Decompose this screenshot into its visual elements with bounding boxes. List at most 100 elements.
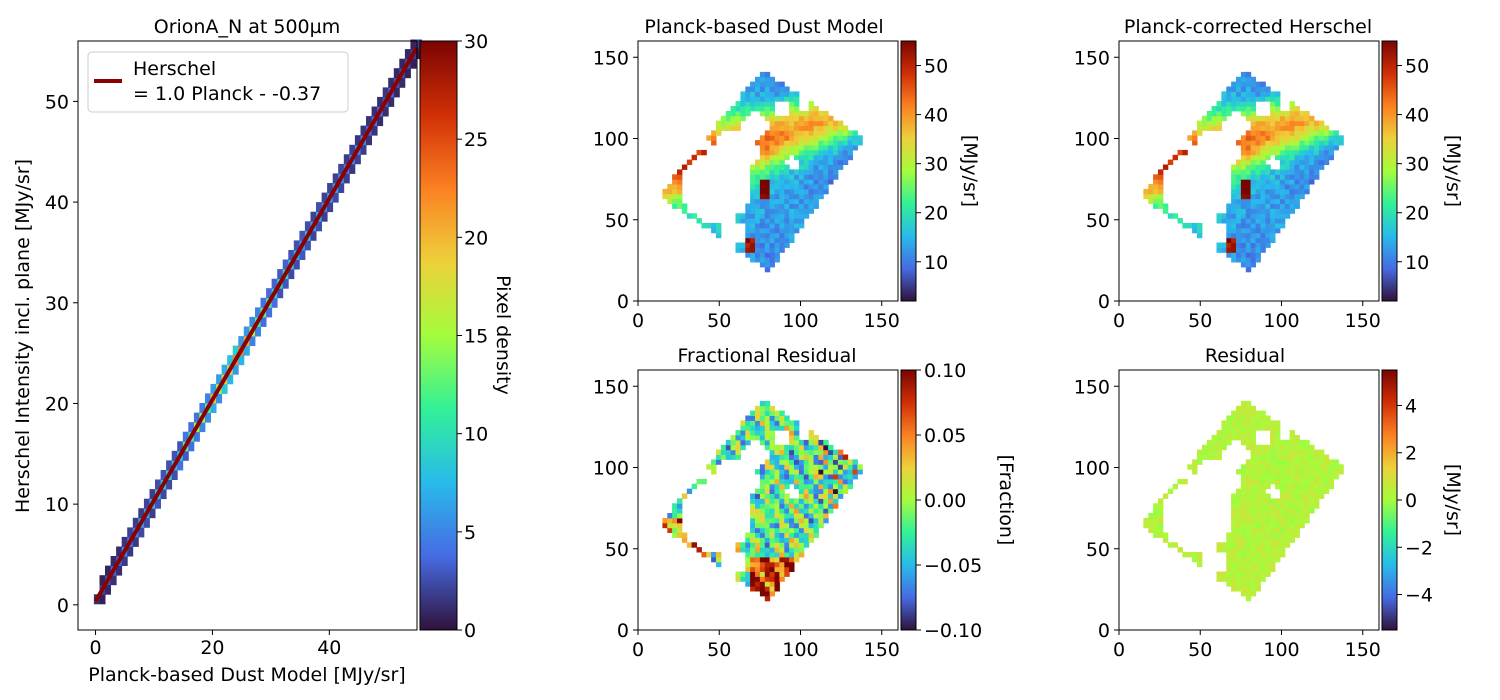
map-pixel <box>779 164 785 170</box>
y-tick-label: 150 <box>1074 47 1110 69</box>
map-pixel <box>1304 498 1310 504</box>
map-pixel <box>808 125 814 131</box>
map-pixel <box>1309 130 1315 136</box>
map-pixel <box>798 125 805 131</box>
map-pixel <box>1309 154 1315 161</box>
map-pixel <box>1260 193 1266 200</box>
map-pixel <box>784 130 790 136</box>
density-cell <box>371 125 378 136</box>
map-pixel <box>1289 508 1295 514</box>
map-pixel <box>784 425 790 431</box>
map-pixel <box>1245 527 1252 533</box>
map-pixel <box>764 537 771 543</box>
map-pixel <box>1240 96 1247 102</box>
planck-colorbar-bar <box>900 40 917 302</box>
map-pixel <box>789 179 795 185</box>
map-pixel <box>1236 488 1242 494</box>
map-pixel <box>798 145 805 151</box>
map-pixel <box>1255 469 1261 475</box>
map-pixel <box>1245 76 1252 83</box>
map-pixel <box>745 537 751 543</box>
map-pixel <box>769 459 775 465</box>
map-pixel <box>1255 218 1261 224</box>
map-pixel <box>745 430 751 436</box>
map-pixel <box>1250 513 1256 519</box>
map-pixel <box>764 556 771 563</box>
map-pixel <box>764 576 771 582</box>
map-pixel <box>1279 188 1286 195</box>
map-pixel <box>725 454 732 460</box>
map-pixel <box>837 120 844 126</box>
map-pixel <box>735 576 741 582</box>
map-pixel <box>1240 576 1247 582</box>
colorbar-tick-label: 4 <box>1405 395 1417 417</box>
map-pixel <box>803 444 810 451</box>
map-pixel <box>1265 561 1271 568</box>
map-pixel <box>784 174 790 180</box>
map-pixel <box>764 140 771 146</box>
map-pixel <box>1236 586 1242 592</box>
map-pixel <box>1318 464 1325 470</box>
map-pixel <box>1231 532 1237 538</box>
map-pixel <box>1260 81 1266 87</box>
map-pixel <box>1279 454 1286 460</box>
map-pixel <box>803 145 810 151</box>
map-pixel <box>1304 483 1310 490</box>
map-pixel <box>764 164 771 170</box>
map-pixel <box>818 135 824 141</box>
map-pixel <box>759 188 766 195</box>
map-pixel <box>774 464 780 470</box>
map-pixel <box>1328 459 1334 465</box>
map-pixel <box>740 101 746 107</box>
density-cell <box>99 594 106 605</box>
map-pixel <box>1275 213 1281 219</box>
density-cell <box>271 297 278 308</box>
map-pixel <box>1255 86 1261 92</box>
map-pixel <box>784 556 790 563</box>
colorbar-tick-label: 40 <box>924 105 948 127</box>
map-pixel <box>1255 252 1261 258</box>
map-pixel <box>784 459 790 465</box>
map-pixel <box>769 532 775 538</box>
map-pixel <box>1275 145 1281 151</box>
map-pixel <box>764 106 771 112</box>
map-pixel <box>1314 120 1320 126</box>
map-pixel <box>745 566 751 572</box>
map-pixel <box>789 135 795 141</box>
map-pixel <box>1231 179 1237 185</box>
map-pixel <box>1240 542 1247 548</box>
map-pixel <box>1236 86 1242 92</box>
map-pixel <box>1148 527 1154 533</box>
map-pixel <box>833 169 839 175</box>
map-pixel <box>808 159 814 165</box>
map-pixel <box>813 184 819 190</box>
map-pixel <box>803 174 810 180</box>
map-pixel <box>823 464 829 470</box>
density-cell <box>299 230 306 241</box>
map-pixel <box>769 591 775 597</box>
map-pixel <box>750 586 756 592</box>
map-pixel <box>1250 135 1256 141</box>
map-pixel <box>1323 159 1330 165</box>
map-pixel <box>789 498 795 504</box>
map-pixel <box>1240 174 1247 180</box>
map-pixel <box>759 193 766 200</box>
density-cell <box>243 345 250 356</box>
map-pixel <box>794 439 800 446</box>
map-pixel <box>1255 81 1261 87</box>
map-pixel <box>1250 493 1256 499</box>
density-cell <box>316 202 322 213</box>
map-pixel <box>706 464 712 470</box>
map-pixel <box>1260 454 1266 460</box>
density-cell <box>132 536 139 547</box>
map-pixel <box>833 449 839 455</box>
map-pixel <box>1231 517 1237 524</box>
map-pixel <box>857 135 863 141</box>
map-pixel <box>1289 198 1295 204</box>
map-pixel <box>716 130 722 136</box>
map-pixel <box>784 478 790 485</box>
map-pixel <box>764 223 771 229</box>
map-pixel <box>1270 140 1276 146</box>
map-pixel <box>823 444 829 451</box>
map-pixel <box>1284 174 1291 180</box>
